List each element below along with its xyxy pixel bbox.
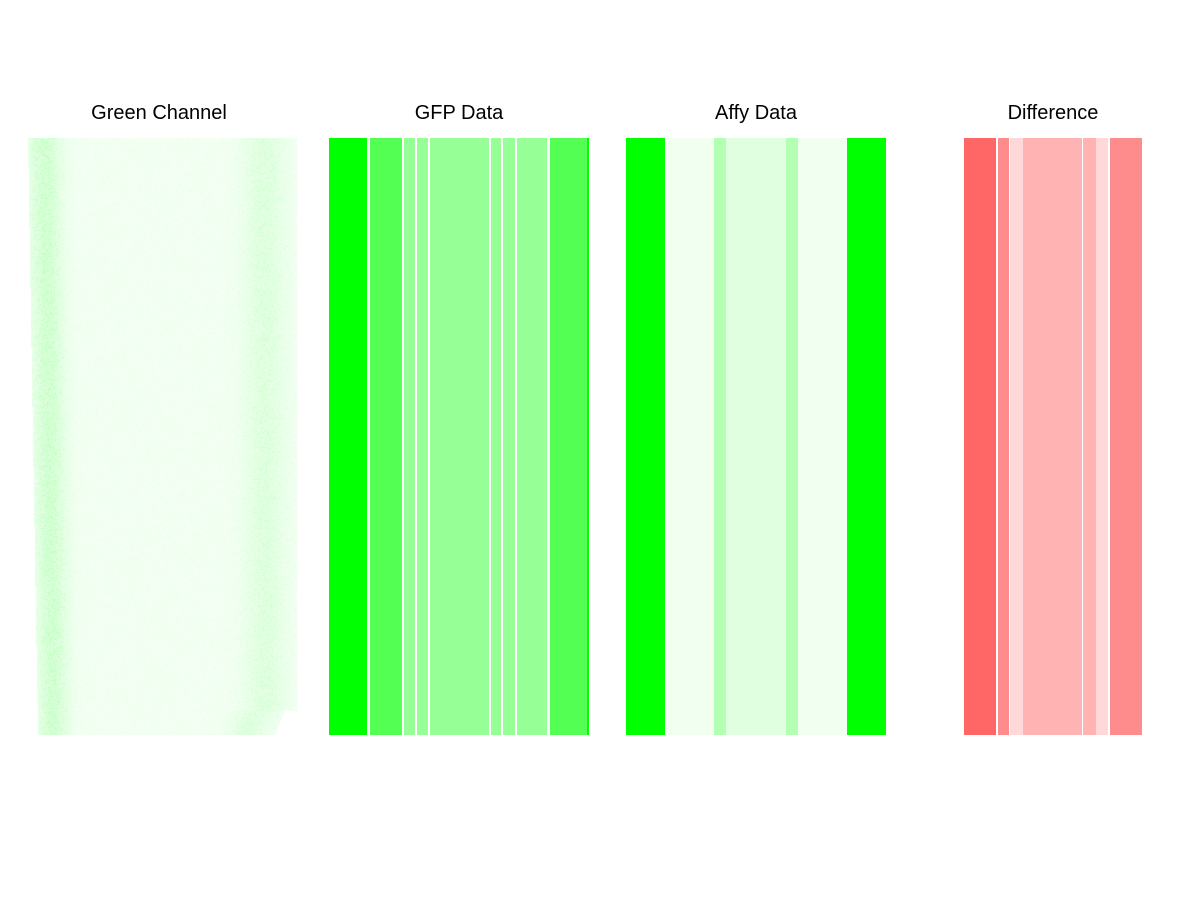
heatmap-column [430,138,489,735]
heatmap-column [1110,138,1142,735]
heatmap-column [798,138,811,735]
gfp-data-heatmap [329,138,589,735]
heatmap-column [667,138,713,735]
heatmap-column [1024,138,1082,735]
heatmap-column [370,138,402,735]
heatmap-column [1010,138,1023,735]
panel-title-affy-data: Affy Data [715,102,797,124]
heatmap-column [998,138,1009,735]
heatmap-column [786,138,798,735]
heatmap-column [1083,138,1096,735]
affy-data-heatmap [626,138,886,735]
heatmap-column [811,138,847,735]
heatmap-column [550,138,587,735]
heatmap-column [491,138,501,735]
heatmap-column [1023,138,1024,735]
green-channel-image [26,138,298,735]
heatmap-column [714,138,726,735]
heatmap-column [329,138,367,735]
heatmap-column [713,138,714,735]
heatmap-column [517,138,547,735]
heatmap-column [587,138,589,735]
heatmap-column [726,138,727,735]
difference-heatmap [964,138,1142,735]
heatmap-column [404,138,415,735]
panel-title-gfp-data: GFP Data [414,102,504,124]
panel-title-difference: Difference [1007,102,1099,124]
green-channel-heatmap [26,138,298,735]
heatmap-column [417,138,428,735]
heatmap-column [964,138,996,735]
heatmap-column [626,138,665,735]
heatmap-column [727,138,786,735]
heatmap-column [847,138,886,735]
panel-title-green-channel: Green Channel [91,102,227,124]
heatmap-column [503,138,515,735]
heatmap-column [1096,138,1108,735]
